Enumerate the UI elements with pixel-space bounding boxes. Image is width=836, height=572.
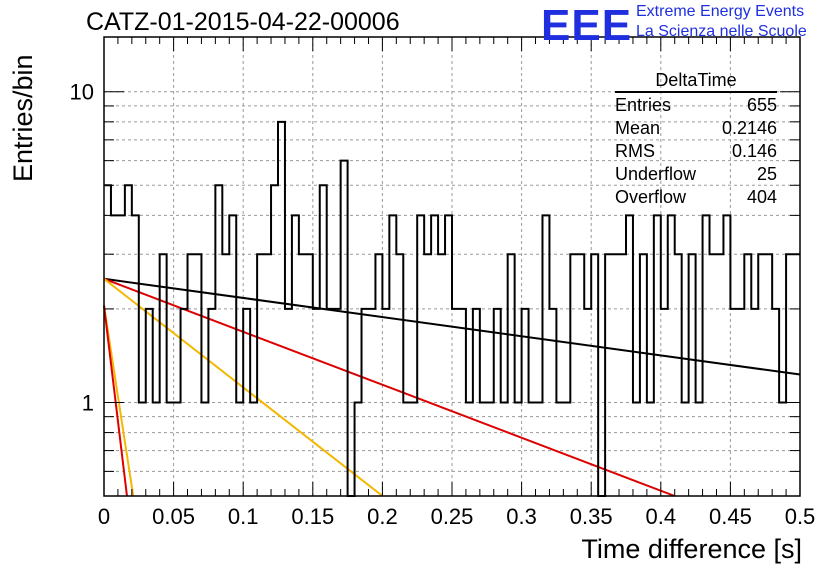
- x-tick-label: 0.3: [506, 504, 537, 529]
- stats-row-entries: Entries 655: [615, 94, 777, 117]
- chart-title: CATZ-01-2015-04-22-00006: [86, 8, 400, 36]
- fit-curve: [103, 305, 128, 497]
- stats-label: Entries: [615, 95, 672, 115]
- grid-lines: [103, 37, 801, 497]
- stats-value: 404: [746, 187, 777, 207]
- stats-value: 25: [756, 164, 777, 184]
- x-tick-label: 0.15: [291, 504, 334, 529]
- x-tick-label: 0.25: [431, 504, 474, 529]
- fit-curve: [103, 305, 135, 497]
- stats-title: DeltaTime: [615, 70, 777, 93]
- y-tick-label: 10: [70, 80, 94, 105]
- stats-value: 655: [746, 95, 777, 115]
- y-axis-label: Entries/bin: [8, 54, 38, 182]
- stats-row-mean: Mean 0.2146: [615, 117, 777, 140]
- stats-label: Overflow: [615, 187, 687, 207]
- stats-label: Underflow: [615, 164, 697, 184]
- stats-row-rms: RMS 0.146: [615, 140, 777, 163]
- stats-box: DeltaTime Entries 655 Mean 0.2146 RMS 0.…: [615, 70, 777, 209]
- histogram-outline: [104, 120, 800, 497]
- x-axis-label: Time difference [s]: [581, 534, 802, 564]
- logo-line-2: La Scienza nelle Scuole: [636, 23, 807, 40]
- eee-logo: EEE: [541, 1, 633, 50]
- fit-curve: [103, 277, 801, 376]
- x-tick-label: 0.5: [785, 504, 816, 529]
- logo-caption: Extreme Energy Events La Scienza nelle S…: [636, 2, 807, 42]
- stats-row-underflow: Underflow 25: [615, 163, 777, 186]
- x-tick-label: 0.2: [367, 504, 398, 529]
- axis-ticks: [103, 37, 801, 497]
- histogram-bars: [104, 120, 800, 497]
- x-tick-label: 0: [98, 504, 110, 529]
- x-tick-label: 0.1: [228, 504, 259, 529]
- x-tick-label: 0.4: [646, 504, 677, 529]
- x-tick-label: 0.05: [152, 504, 195, 529]
- stats-value: 0.146: [731, 141, 777, 161]
- x-tick-label: 0.45: [709, 504, 752, 529]
- y-tick-label: 1: [82, 390, 94, 415]
- logo-line-1: Extreme Energy Events: [636, 3, 805, 20]
- tick-labels: 0 0.05 0.1 0.15 0.2 0.25 0.3 0.35 0.4 0.45 0.5 1 10: [70, 80, 816, 529]
- stats-row-overflow: Overflow 404: [615, 186, 777, 209]
- x-tick-label: 0.35: [570, 504, 613, 529]
- fit-curve: [103, 277, 676, 497]
- stats-label: Mean: [615, 118, 661, 138]
- stats-label: RMS: [615, 141, 655, 161]
- stats-value: 0.2146: [721, 118, 777, 138]
